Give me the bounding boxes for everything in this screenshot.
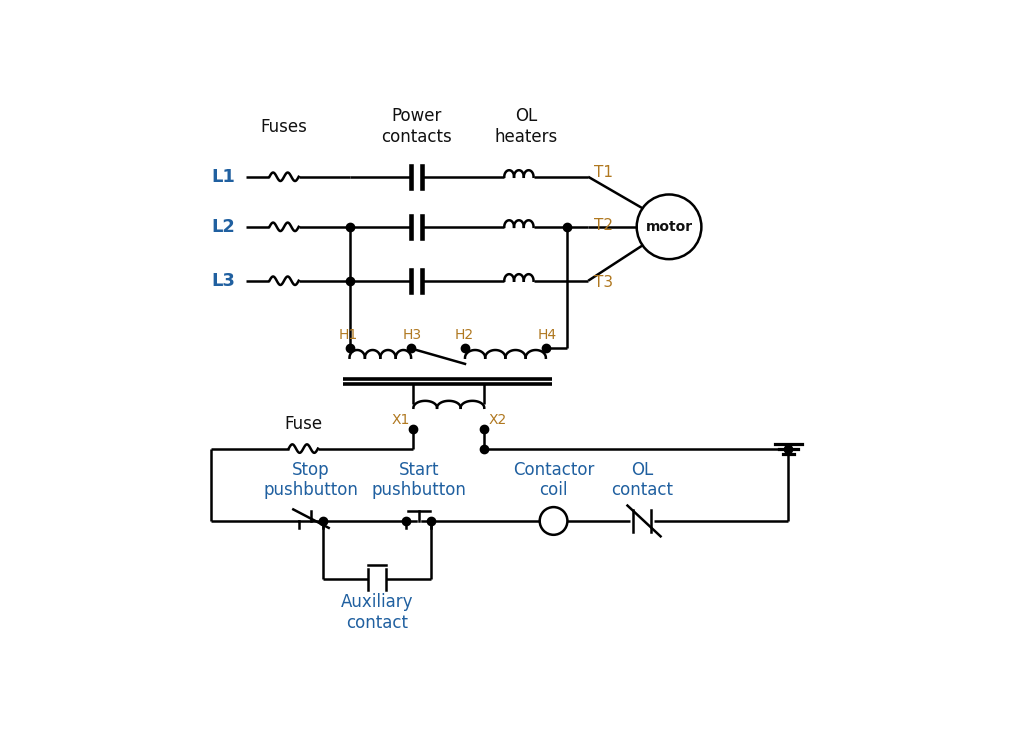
Text: Auxiliary
contact: Auxiliary contact xyxy=(340,593,413,632)
Text: OL
heaters: OL heaters xyxy=(494,107,557,146)
Text: H2: H2 xyxy=(454,328,474,342)
Text: Stop
pushbutton: Stop pushbutton xyxy=(263,461,358,500)
Text: motor: motor xyxy=(645,220,692,234)
Text: H3: H3 xyxy=(401,328,421,342)
Text: X1: X1 xyxy=(391,413,410,427)
Text: OL
contact: OL contact xyxy=(610,461,673,500)
Text: L3: L3 xyxy=(211,272,234,289)
Text: H1: H1 xyxy=(338,328,358,342)
Text: T2: T2 xyxy=(593,218,612,233)
Text: L1: L1 xyxy=(211,168,234,186)
Text: H4: H4 xyxy=(537,328,556,342)
Text: T1: T1 xyxy=(593,165,612,180)
Text: Fuse: Fuse xyxy=(284,415,322,433)
Text: T3: T3 xyxy=(593,275,612,289)
Text: X2: X2 xyxy=(488,413,505,427)
Text: Contactor
coil: Contactor coil xyxy=(513,461,594,500)
Text: Power
contacts: Power contacts xyxy=(381,107,451,146)
Text: Fuses: Fuses xyxy=(261,117,307,135)
Text: L2: L2 xyxy=(211,218,234,236)
Text: Start
pushbutton: Start pushbutton xyxy=(371,461,466,500)
